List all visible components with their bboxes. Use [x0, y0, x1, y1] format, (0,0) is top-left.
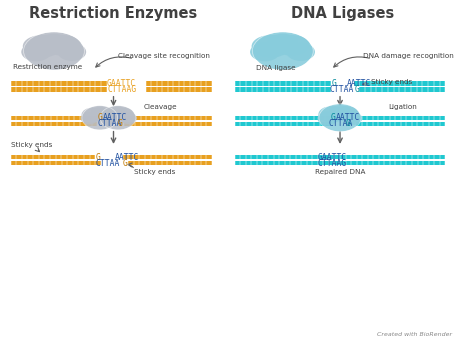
Text: Cleavage: Cleavage [143, 104, 177, 110]
Text: GAATTC: GAATTC [317, 152, 346, 161]
Ellipse shape [120, 112, 137, 124]
Ellipse shape [334, 106, 358, 121]
Ellipse shape [330, 105, 350, 117]
Ellipse shape [102, 112, 118, 124]
Text: AATTC: AATTC [115, 152, 139, 161]
Text: Repaired DNA: Repaired DNA [315, 169, 365, 175]
Text: G: G [331, 79, 336, 88]
Text: G: G [117, 119, 122, 128]
Bar [235, 122, 331, 126]
Bar [10, 155, 95, 159]
Bar [10, 116, 98, 120]
Bar [10, 161, 101, 166]
Text: Restriction Enzymes: Restriction Enzymes [29, 6, 198, 21]
Text: CTTAA: CTTAA [96, 159, 120, 168]
Ellipse shape [81, 112, 98, 124]
Text: AATTC: AATTC [347, 79, 371, 88]
Bar [124, 116, 212, 120]
Bar [10, 81, 107, 86]
Text: Sticky ends: Sticky ends [134, 169, 175, 175]
Bar [235, 116, 331, 120]
Text: CTTAAG: CTTAAG [107, 85, 137, 94]
Text: Restriction enzyme: Restriction enzyme [13, 64, 82, 70]
Ellipse shape [100, 108, 122, 122]
Text: G: G [346, 119, 350, 128]
Text: DNA damage recognition: DNA damage recognition [363, 53, 454, 59]
Ellipse shape [318, 111, 338, 125]
Bar [146, 88, 212, 92]
Text: GAATTC: GAATTC [107, 79, 137, 88]
Ellipse shape [286, 43, 315, 61]
Text: AATTC: AATTC [103, 113, 128, 122]
Text: Sticky ends: Sticky ends [11, 142, 53, 148]
Bar [235, 81, 331, 86]
Text: AATTC: AATTC [336, 113, 360, 122]
Ellipse shape [250, 42, 280, 61]
Ellipse shape [253, 32, 312, 70]
Text: Created with BioRender: Created with BioRender [377, 333, 452, 337]
Bar [356, 116, 445, 120]
Text: Sticky ends: Sticky ends [371, 79, 412, 86]
Ellipse shape [113, 108, 134, 121]
Text: CTTAA: CTTAA [328, 119, 353, 128]
Bar [10, 88, 107, 92]
Text: DNA Ligases: DNA Ligases [291, 6, 394, 21]
Text: G: G [96, 152, 100, 161]
Ellipse shape [24, 32, 84, 70]
Ellipse shape [274, 35, 310, 56]
Ellipse shape [99, 112, 116, 124]
Ellipse shape [100, 106, 136, 130]
Bar [146, 81, 212, 86]
Ellipse shape [252, 35, 290, 58]
Ellipse shape [343, 112, 362, 125]
Bar [354, 81, 445, 86]
Ellipse shape [57, 43, 86, 61]
Text: G: G [123, 159, 128, 168]
Text: CTTAA: CTTAA [98, 119, 122, 128]
Text: Ligation: Ligation [388, 104, 417, 110]
Ellipse shape [109, 107, 127, 117]
Text: DNA ligase: DNA ligase [256, 65, 296, 71]
Bar [124, 122, 212, 126]
Bar [123, 155, 212, 159]
Ellipse shape [91, 107, 109, 117]
Text: G: G [98, 113, 102, 122]
Text: Cleavage site recognition: Cleavage site recognition [118, 53, 210, 59]
Bar [235, 88, 331, 92]
Ellipse shape [268, 34, 298, 49]
Ellipse shape [94, 108, 116, 121]
Bar [235, 155, 445, 159]
Text: CTTAAG: CTTAAG [317, 159, 346, 168]
Bar [128, 161, 212, 166]
Ellipse shape [319, 104, 361, 131]
Text: G: G [331, 113, 336, 122]
Ellipse shape [39, 34, 69, 49]
Ellipse shape [45, 35, 81, 56]
Text: G: G [354, 85, 359, 94]
Bar [356, 122, 445, 126]
Bar [10, 122, 98, 126]
Text: CTTAA: CTTAA [329, 85, 354, 94]
Ellipse shape [82, 106, 117, 130]
Bar [235, 161, 445, 166]
Ellipse shape [82, 108, 104, 122]
Bar [359, 88, 445, 92]
Ellipse shape [23, 35, 62, 58]
Ellipse shape [21, 42, 51, 61]
Ellipse shape [319, 106, 345, 122]
